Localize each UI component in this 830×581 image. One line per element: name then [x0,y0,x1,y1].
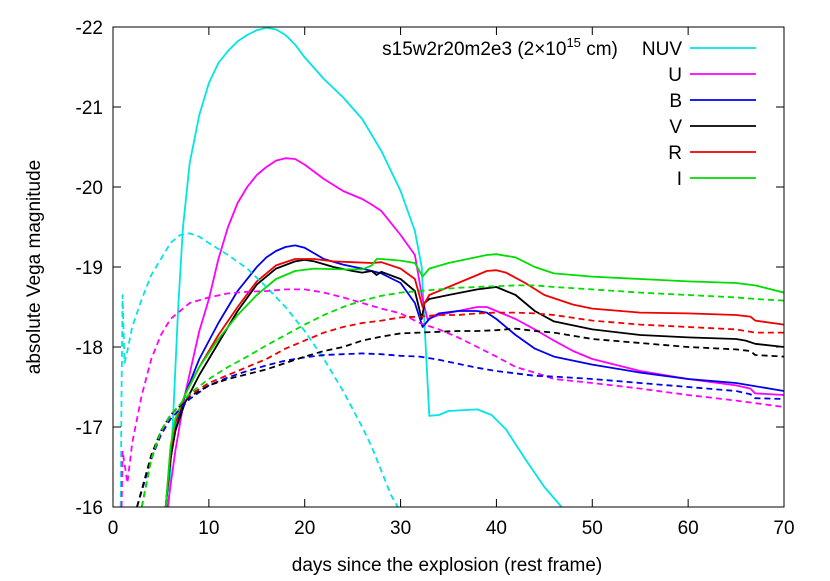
x-tick-label: 70 [773,518,794,539]
series-line-b [164,244,784,507]
series-line-v [164,258,784,507]
legend-label-v: V [669,117,682,138]
axes-layer: 0 10 20 30 40 50 60 70 -16 -17 -18 -19 -20 -21 -22 [76,18,795,539]
y-tick-label: -18 [76,338,103,359]
series-line-dashed-8 [136,352,784,507]
series-line-nuv [167,27,563,507]
legend-label-i: I [677,169,682,190]
series-line-dashed-6 [119,232,399,507]
series-line-dashed-10 [140,311,784,507]
series-line-dashed-7 [120,288,784,507]
x-tick-label: 60 [678,518,699,539]
series-line-u [166,157,784,507]
x-tick-label: 10 [198,518,219,539]
plot-frame [112,26,785,508]
series-line-i [164,253,784,507]
x-tick-label: 40 [486,518,507,539]
series-line-r [164,258,784,507]
legend-label-r: R [668,143,682,164]
x-axis-label: days since the explosion (rest frame) [292,555,602,576]
legend-title: s15w2r20m2e3 (2×1015 cm) [382,35,618,60]
x-tick-label: 30 [390,518,411,539]
x-tick-label: 20 [294,518,315,539]
legend-label-nuv: NUV [642,39,682,60]
legend-label-b: B [669,91,682,112]
y-tick-label: -19 [76,258,103,279]
legend-label-u: U [668,65,682,86]
y-tick-label: -20 [76,178,103,199]
y-tick-label: -21 [76,98,103,119]
x-tick-label: 0 [108,518,119,539]
y-axis-label: absolute Vega magnitude [24,160,45,374]
y-tick-label: -17 [76,418,103,439]
series-line-dashed-9 [136,327,784,507]
series-layer [119,27,784,507]
x-tick-label: 50 [582,518,603,539]
y-tick-label: -16 [76,498,103,519]
y-tick-label: -22 [76,18,103,39]
series-line-dashed-11 [140,284,784,507]
